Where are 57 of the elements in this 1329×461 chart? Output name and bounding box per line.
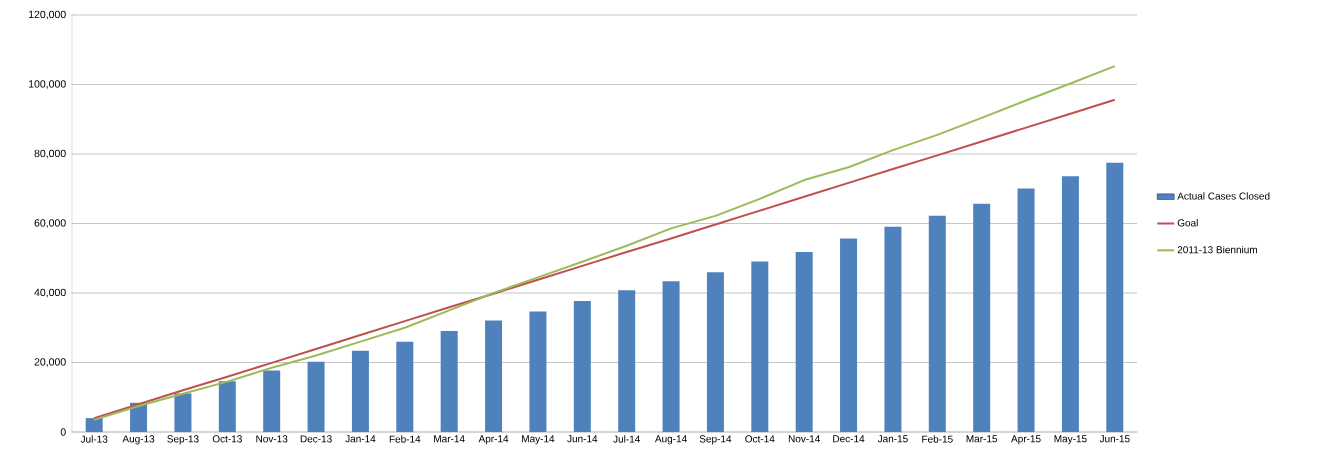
y-tick-label: 80,000 <box>34 149 66 159</box>
bar <box>307 361 325 432</box>
x-tick-label: Jun-15 <box>1099 435 1130 443</box>
bar <box>263 370 281 432</box>
bar <box>751 261 769 432</box>
bar <box>662 281 680 432</box>
x-tick-label: Dec-14 <box>833 435 865 443</box>
y-tick-label: 60,000 <box>34 219 66 228</box>
x-tick-label: May-14 <box>522 435 555 445</box>
y-tick-label: 120,000 <box>29 10 66 20</box>
y-tick-label: 100,000 <box>29 80 66 89</box>
x-tick-label: Nov-14 <box>788 435 820 443</box>
bar <box>396 341 414 432</box>
x-tick-label: Feb-15 <box>922 435 953 443</box>
y-tick-label: 20,000 <box>34 358 66 367</box>
x-tick-label: Jun-14 <box>567 435 598 443</box>
bar <box>1106 162 1124 432</box>
x-tick-label: Mar-14 <box>434 435 465 443</box>
x-tick-label: Nov-13 <box>256 435 288 443</box>
bar <box>1017 188 1035 432</box>
x-tick-label: Oct-13 <box>212 435 242 443</box>
x-tick-label: Sep-14 <box>699 435 732 445</box>
bar <box>1061 176 1079 432</box>
x-tick-label: Apr-14 <box>478 435 509 445</box>
legend-label: Goal <box>1177 219 1198 227</box>
x-tick-label: Oct-14 <box>745 435 775 443</box>
bar <box>840 238 858 432</box>
x-tick-label: Dec-13 <box>300 435 332 443</box>
x-tick-label: Jul-14 <box>613 435 641 443</box>
x-tick-label: May-15 <box>1054 435 1087 445</box>
bar <box>485 320 503 432</box>
x-tick-label: Apr-15 <box>1011 435 1041 445</box>
bar <box>884 226 902 432</box>
x-tick-label: Feb-14 <box>389 435 421 443</box>
bar <box>973 203 991 432</box>
bar <box>928 215 946 432</box>
bar <box>618 290 636 432</box>
bar <box>795 251 813 432</box>
x-tick-label: Mar-15 <box>966 435 998 443</box>
bar <box>529 311 547 432</box>
legend-label: 2011-13 Biennium <box>1177 245 1257 254</box>
legend-label: Actual Cases Closed <box>1177 192 1270 200</box>
y-tick-label: 40,000 <box>34 288 66 298</box>
bar <box>218 381 236 432</box>
y-tick-label: 0 <box>60 428 66 436</box>
bar <box>85 418 103 432</box>
x-tick-label: Sep-13 <box>167 435 199 445</box>
bar <box>174 393 192 432</box>
x-tick-label: Jul-13 <box>80 435 108 443</box>
x-tick-label: Jan-14 <box>345 435 376 443</box>
bar <box>573 300 591 432</box>
x-tick-label: Aug-13 <box>122 435 155 445</box>
bar <box>440 330 458 432</box>
bar <box>351 350 369 432</box>
x-tick-label: Jan-15 <box>877 435 908 443</box>
bar <box>706 272 724 432</box>
x-tick-label: Aug-14 <box>654 435 687 445</box>
